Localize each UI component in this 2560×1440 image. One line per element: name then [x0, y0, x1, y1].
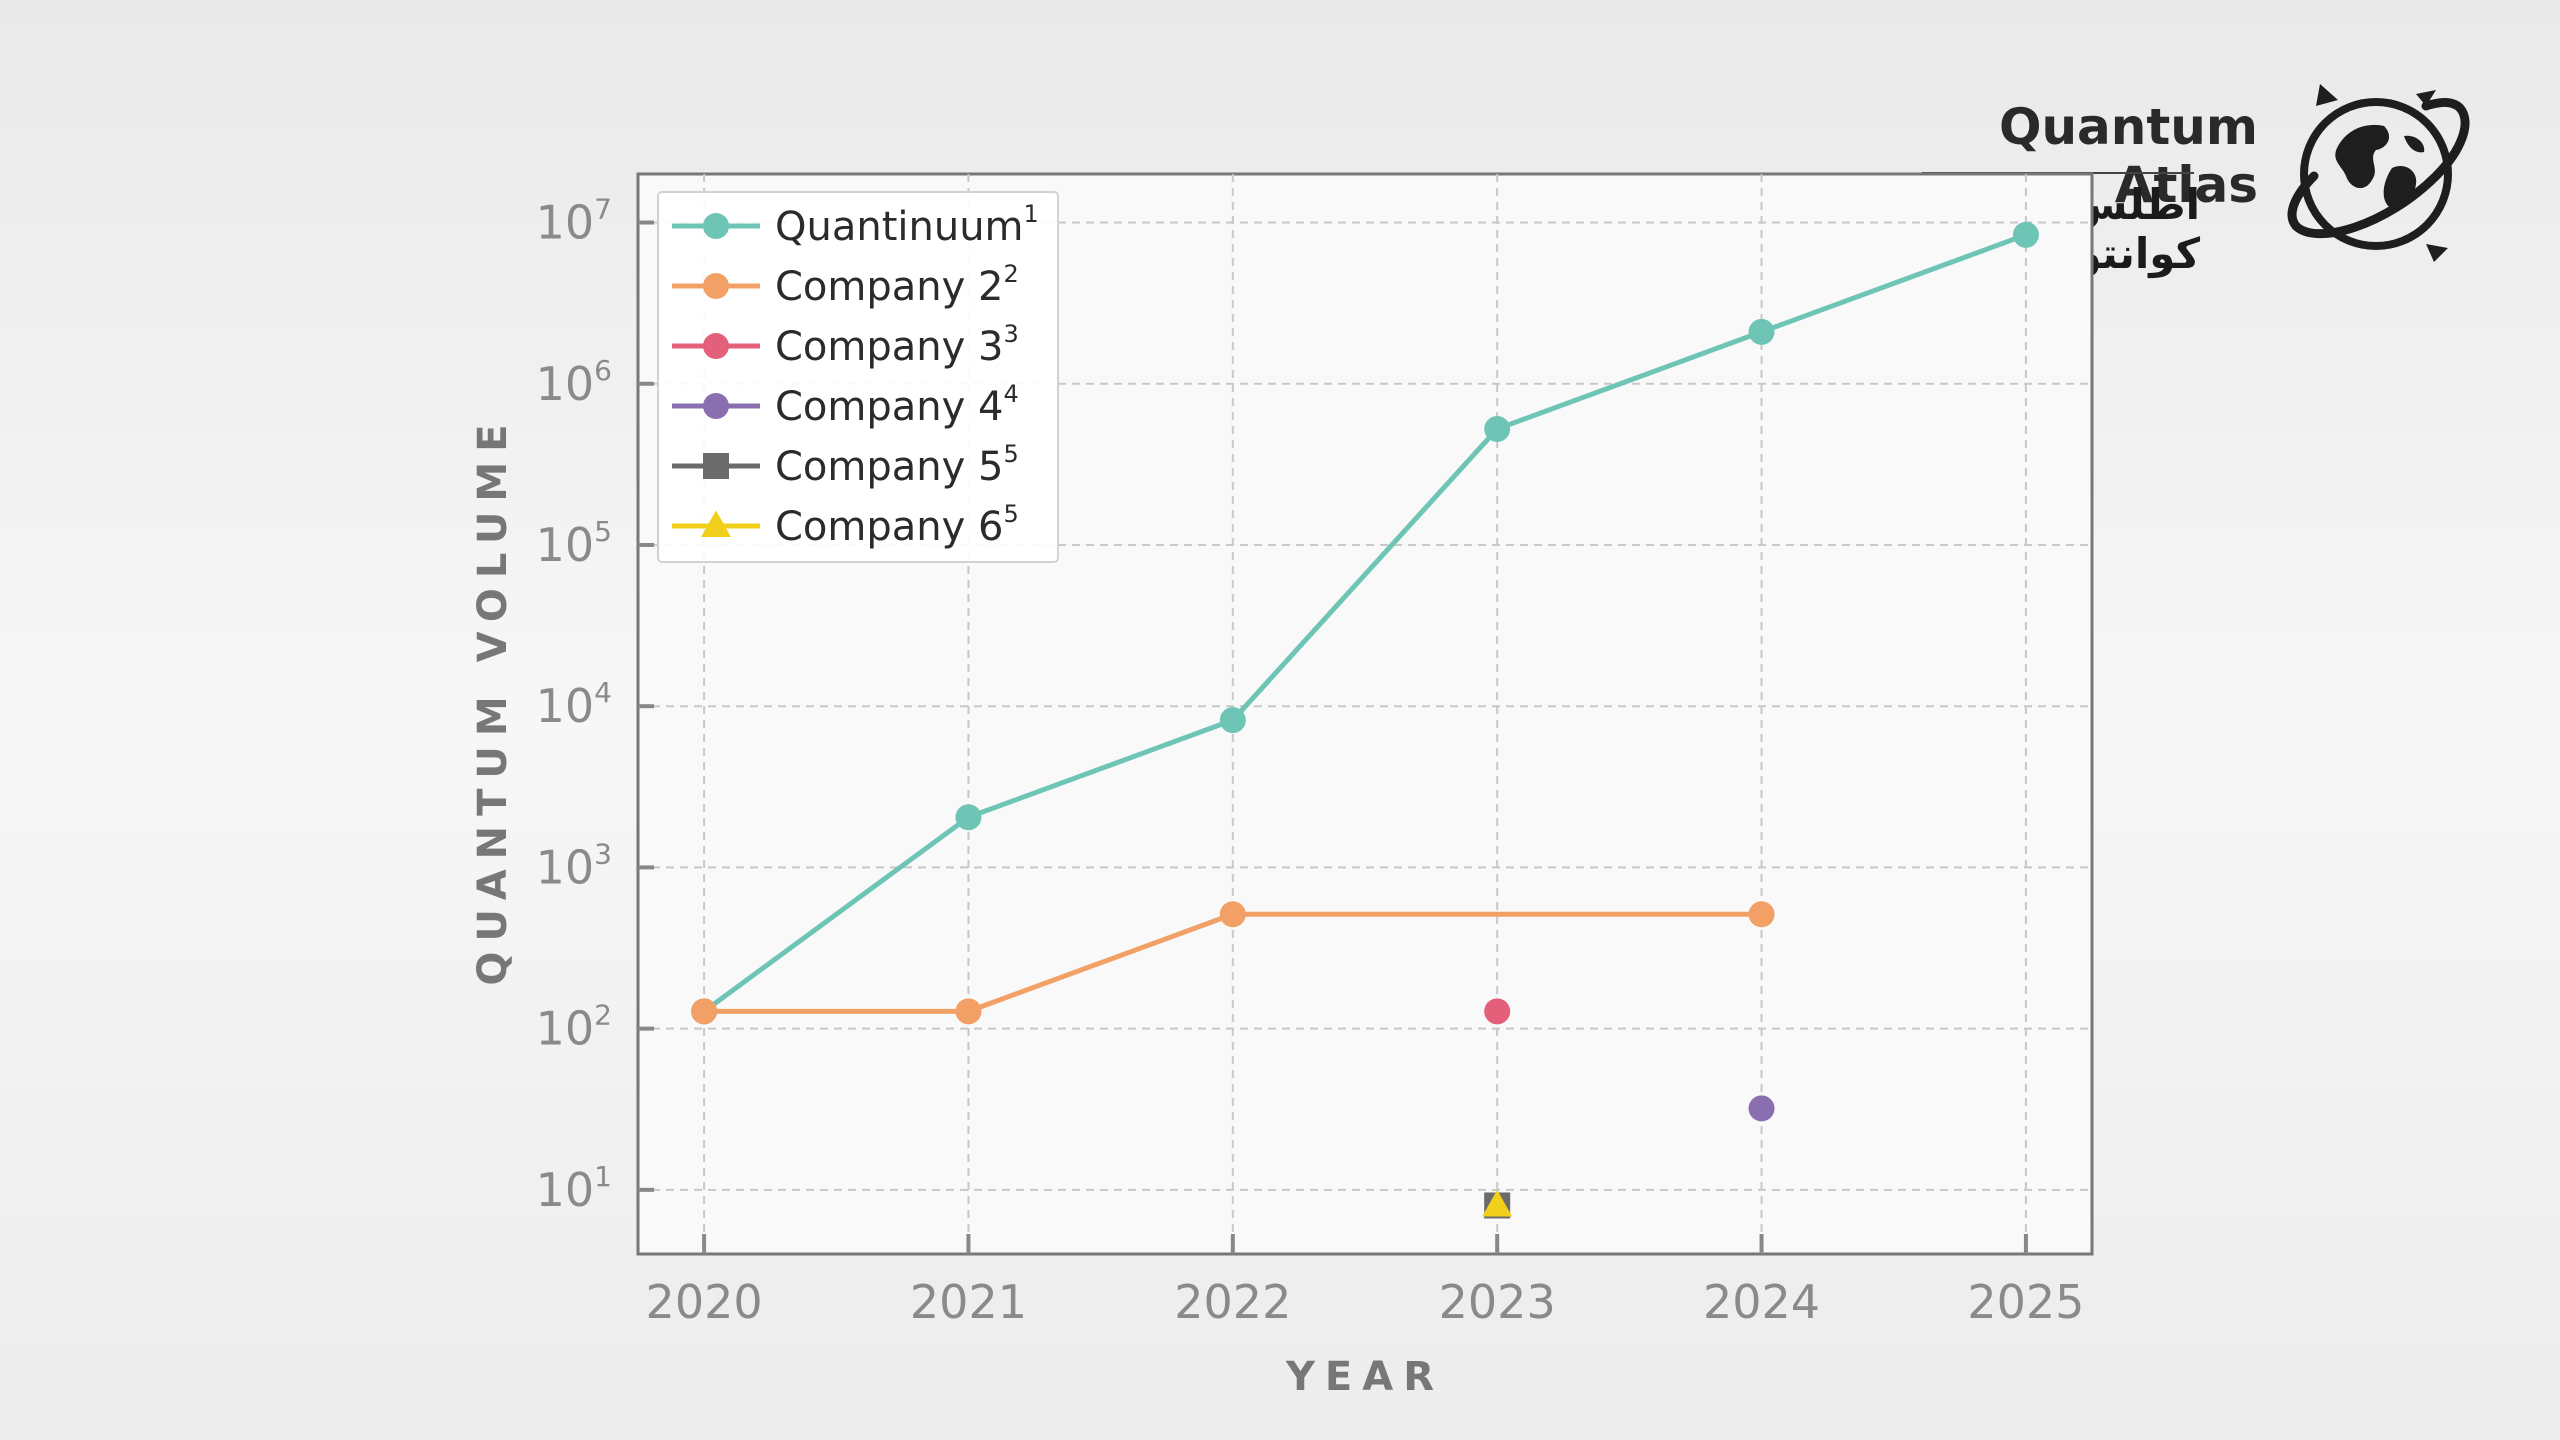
data-point [691, 998, 718, 1025]
data-point [1219, 707, 1246, 734]
x-tick-label: 2021 [910, 1275, 1027, 1329]
data-point [1748, 1095, 1775, 1122]
data-point [1484, 415, 1511, 442]
data-point [1748, 318, 1775, 345]
y-axis-title: QUANTUM VOLUME [470, 414, 516, 985]
legend-marker [701, 510, 731, 538]
data-point [955, 804, 982, 831]
legend-item: Company 33 [672, 320, 1019, 370]
x-tick-label: 2023 [1439, 1275, 1556, 1329]
series-6 [1482, 1189, 1513, 1217]
y-tick-label: 106 [536, 354, 612, 411]
x-axis-title: YEAR [1285, 1354, 1444, 1400]
y-tick-label: 101 [536, 1160, 612, 1217]
series-3 [1484, 998, 1511, 1025]
series-4 [1748, 1095, 1775, 1122]
data-point [1482, 1189, 1513, 1217]
legend-label: Quantinuum1 [775, 200, 1039, 250]
x-tick-label: 2024 [1703, 1275, 1820, 1329]
legend-marker [703, 393, 729, 419]
legend-marker [703, 333, 729, 359]
data-point [1484, 998, 1511, 1025]
legend-marker [703, 213, 729, 239]
y-tick-label: 105 [536, 515, 612, 572]
legend-label: Company 44 [775, 380, 1019, 430]
x-tick-label: 2020 [646, 1275, 763, 1329]
x-tick-label: 2025 [1967, 1275, 2084, 1329]
legend-label: Company 55 [775, 440, 1019, 490]
legend: Quantinuum1 Company 22 Company 33 Company 4… [657, 191, 1059, 563]
y-tick-label: 103 [536, 837, 612, 894]
legend-marker [703, 273, 729, 299]
data-point [2012, 221, 2039, 248]
legend-label: Company 33 [775, 320, 1019, 370]
globe-logo-icon [2287, 84, 2470, 262]
legend-item: Company 65 [672, 500, 1019, 550]
x-tick-label: 2022 [1174, 1275, 1291, 1329]
brand-name-en: Quantum Atlas [1998, 98, 2258, 214]
legend-marker [703, 453, 729, 479]
data-point [955, 998, 982, 1025]
series-2 [691, 901, 1775, 1025]
legend-item: Quantinuum1 [672, 200, 1039, 250]
data-point [1748, 901, 1775, 928]
legend-item: Company 44 [672, 380, 1019, 430]
series-line [702, 232, 2027, 1014]
legend-item: Company 55 [672, 440, 1019, 490]
y-tick-label: 104 [536, 676, 612, 733]
y-tick-label: 107 [536, 193, 612, 250]
series-layer [691, 221, 2039, 1219]
x-axis: 2020 2021 2022 2023 2024 2025 [646, 1234, 2084, 1329]
legend-label: Company 22 [775, 260, 1019, 310]
y-tick-label: 102 [536, 999, 612, 1056]
series-line [704, 911, 1762, 1014]
legend-label: Company 65 [775, 500, 1019, 550]
y-axis: 101 102 103 104 105 106 107 [536, 193, 654, 1217]
data-point [1219, 901, 1246, 928]
legend-item: Company 22 [672, 260, 1019, 310]
